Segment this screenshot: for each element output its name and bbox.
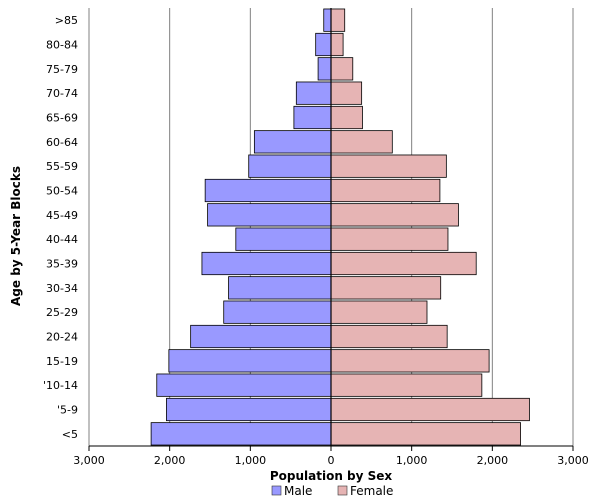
bar-female-15 (330, 57, 354, 81)
x-tick-label-6: 3,000 (557, 454, 589, 467)
bars (150, 8, 530, 446)
bar-female-7 (330, 251, 477, 276)
y-tick-label-8: 40-44 (46, 233, 78, 246)
y-tick-label-2: '10-14 (43, 379, 78, 392)
bar-male-9 (207, 203, 332, 227)
bar-female-10 (330, 178, 441, 203)
y-tick-label-4: 20-24 (46, 331, 78, 344)
legend: Male Female (271, 484, 393, 497)
x-tick-label-3: 0 (328, 454, 335, 467)
bar-male-8 (235, 227, 332, 251)
y-tick-label-3: 15-19 (46, 355, 78, 368)
x-tick-label-2: 1,000 (235, 454, 267, 467)
legend-swatch-male (271, 485, 282, 496)
y-tick-label-17: >85 (55, 14, 78, 27)
bar-female-3 (330, 349, 490, 373)
bar-male-15 (317, 57, 332, 81)
y-axis-title: Age by 5-Year Blocks (9, 166, 23, 306)
axes (88, 8, 574, 451)
bar-female-17 (330, 8, 346, 32)
bar-female-5 (330, 300, 428, 324)
bar-male-11 (248, 154, 332, 178)
bar-male-1 (166, 397, 332, 422)
bar-male-13 (293, 105, 332, 130)
bar-female-1 (330, 397, 530, 422)
bar-male-10 (204, 178, 332, 203)
bar-male-14 (295, 81, 332, 105)
bar-male-3 (168, 349, 332, 373)
bar-male-0 (150, 422, 332, 446)
x-tick-label-1: 2,000 (154, 454, 186, 467)
bar-male-2 (156, 373, 332, 397)
legend-label-male: Male (284, 484, 312, 497)
x-tick-labels: 3,000 2,000 1,000 0 1,000 2,000 3,000 (73, 454, 589, 467)
bar-female-13 (330, 105, 363, 130)
y-tick-label-5: 25-29 (46, 306, 78, 319)
y-tick-label-0: <5 (62, 428, 78, 441)
y-tick-label-7: 35-39 (46, 258, 78, 271)
y-tick-label-1: '5-9 (57, 404, 78, 417)
bar-female-14 (330, 81, 363, 105)
legend-swatch-female (337, 485, 348, 496)
y-tick-label-11: 55-59 (46, 160, 78, 173)
y-tick-label-13: 65-69 (46, 112, 78, 125)
x-axis-title: Population by Sex (270, 469, 393, 483)
bar-male-4 (190, 324, 332, 349)
x-tick-label-0: 3,000 (73, 454, 105, 467)
bar-female-0 (330, 422, 521, 446)
y-tick-label-12: 60-64 (46, 136, 78, 149)
bar-male-7 (201, 251, 332, 276)
bar-male-16 (315, 32, 332, 57)
bar-female-9 (330, 203, 459, 227)
bar-male-17 (323, 8, 332, 32)
x-tick-label-5: 2,000 (477, 454, 509, 467)
bar-male-12 (253, 130, 332, 154)
bar-female-2 (330, 373, 483, 397)
y-tick-label-10: 50-54 (46, 185, 78, 198)
bar-female-8 (330, 227, 449, 251)
grid-lines (88, 8, 574, 446)
bar-female-4 (330, 324, 448, 349)
bar-female-6 (330, 276, 442, 300)
y-tick-label-6: 30-34 (46, 282, 78, 295)
y-tick-labels: <5 '5-9 '10-14 15-19 20-24 25-29 30-34 35-39 40-… (43, 14, 78, 441)
legend-label-female: Female (350, 484, 393, 497)
y-tick-label-9: 45-49 (46, 209, 78, 222)
bar-female-16 (330, 32, 344, 57)
y-tick-label-16: 80-84 (46, 39, 78, 52)
y-tick-label-15: 75-79 (46, 63, 78, 76)
bar-female-11 (330, 154, 447, 178)
bar-male-6 (228, 276, 332, 300)
y-tick-label-14: 70-74 (46, 87, 78, 100)
x-tick-label-4: 1,000 (396, 454, 428, 467)
bar-male-5 (223, 300, 332, 324)
bar-female-12 (330, 130, 393, 154)
